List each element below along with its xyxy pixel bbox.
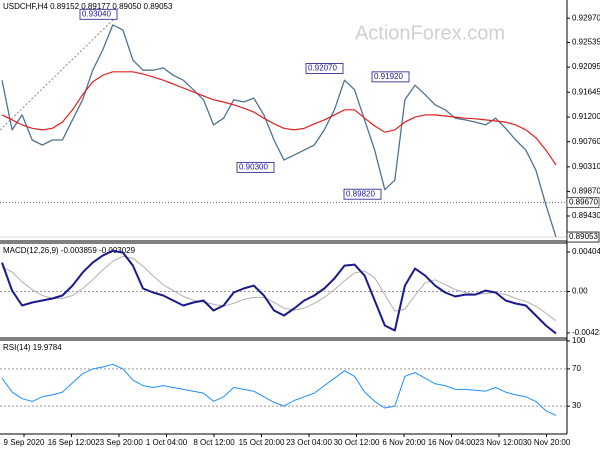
annotation-label: 0.91920 (374, 72, 403, 81)
x-tick-label: 9 Sep 2020 (4, 438, 45, 447)
annotation-label: 0.90300 (239, 162, 268, 171)
y-tick-label: 100 (572, 336, 586, 345)
price-title: USDCHF,H4 0.89152 0.89177 0.89050 0.8905… (3, 2, 173, 11)
x-tick-label: 30 Oct 12:00 (334, 438, 380, 447)
x-tick-label: 8 Oct 12:00 (193, 438, 235, 447)
x-tick-label: 1 Oct 04:00 (146, 438, 188, 447)
y-tick-label: 0.00 (572, 287, 588, 296)
y-tick-label: 0.90760 (572, 137, 600, 146)
x-tick-label: 16 Nov 04:00 (428, 438, 476, 447)
annotation-box (305, 63, 344, 74)
y-tick-label: -0.004235 (572, 328, 600, 337)
x-tick-label: 16 Sep 12:00 (48, 438, 96, 447)
series-line (1, 363, 557, 416)
annotation-label: 0.92070 (308, 64, 337, 73)
y-tick-label: 30 (572, 401, 581, 410)
annotation-label: 0.89820 (346, 189, 375, 198)
x-tick-label: 15 Oct 20:00 (239, 438, 285, 447)
y-tick-label: 0.92970 (572, 13, 600, 22)
rsi-title: RSI(14) 19.9784 (3, 343, 62, 352)
x-tick-label: 30 Nov 20:00 (523, 438, 571, 447)
y-tick-label: 0.89430 (572, 211, 600, 220)
y-tick-label: 0.91200 (572, 112, 600, 121)
watermark: ActionForex.com (355, 22, 505, 44)
y-tick-label: 0.92095 (572, 62, 600, 71)
last-price-label: 0.89053 (569, 232, 598, 241)
x-tick-label: 6 Nov 20:00 (382, 438, 426, 447)
x-tick-label: 23 Nov 12:00 (475, 438, 523, 447)
last-price-box (566, 231, 600, 243)
y-tick-label: 0.89870 (572, 187, 600, 196)
y-tick-label: 0.90310 (572, 162, 600, 171)
y-tick-label: 0.92535 (572, 38, 600, 47)
annotation-box (343, 188, 382, 200)
macd-title: MACD(12,26,9) -0.003859 -0.003029 (3, 246, 136, 255)
trend-line (0, 15, 118, 131)
hline-label-box (566, 197, 600, 208)
y-tick-label: 70 (572, 364, 581, 373)
x-tick-label: 23 Sep 20:00 (95, 438, 143, 447)
series-line (1, 24, 557, 238)
y-tick-label: 0.91645 (572, 87, 600, 96)
series-line (1, 255, 557, 322)
annotation-box (371, 71, 410, 83)
series-line (1, 71, 557, 166)
series-line (1, 249, 557, 335)
hline-label: 0.89670 (569, 198, 598, 207)
annotation-box (236, 161, 275, 173)
x-tick-label: 23 Oct 04:00 (286, 438, 332, 447)
annotation-box (79, 8, 118, 20)
annotation-label: 0.93040 (82, 9, 111, 18)
